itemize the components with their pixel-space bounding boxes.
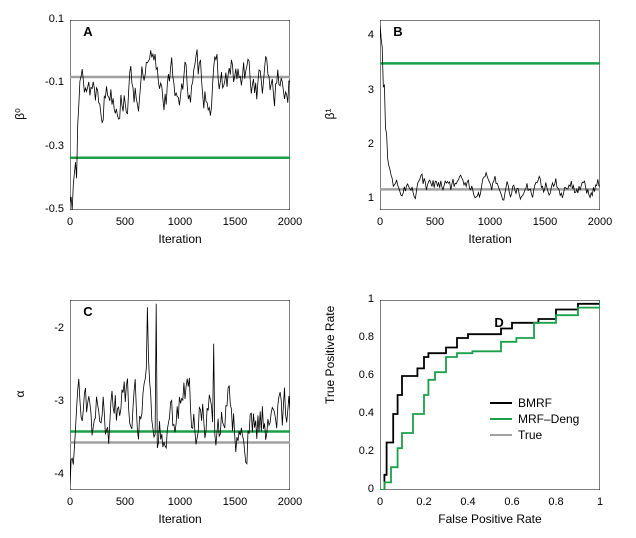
trace-line xyxy=(380,23,600,200)
ytick-label: 2 xyxy=(340,138,374,150)
ytick-label: -2 xyxy=(30,322,64,334)
y-label: True Positive Rate xyxy=(323,384,337,404)
xtick-label: 2000 xyxy=(270,216,310,228)
x-label: False Positive Rate xyxy=(380,512,600,526)
plot-area xyxy=(70,300,290,490)
xtick-label: 0.4 xyxy=(448,496,488,508)
x-label: Iteration xyxy=(380,232,600,246)
legend-swatch xyxy=(490,434,512,436)
panel-letter: A xyxy=(83,24,92,39)
ytick-label: 0 xyxy=(340,483,374,495)
xtick-label: 2000 xyxy=(580,216,620,228)
y-label: α xyxy=(13,384,27,404)
panel-C xyxy=(70,300,290,490)
ytick-label: 4 xyxy=(340,29,374,41)
legend-label: True xyxy=(518,428,542,442)
xtick-label: 0.6 xyxy=(492,496,532,508)
legend-swatch xyxy=(490,418,512,420)
xtick-label: 1000 xyxy=(160,496,200,508)
ytick-label: -4 xyxy=(30,468,64,480)
panel-B xyxy=(380,20,600,210)
plot-area xyxy=(380,20,600,210)
ytick-label: -0.3 xyxy=(30,140,64,152)
xtick-label: 1000 xyxy=(470,216,510,228)
ytick-label: 0.6 xyxy=(340,369,374,381)
xtick-label: 1500 xyxy=(215,216,255,228)
y-label: β¹ xyxy=(323,104,337,124)
y-label: β⁰ xyxy=(13,104,27,124)
ytick-label: 3 xyxy=(340,84,374,96)
xtick-label: 0 xyxy=(360,216,400,228)
panel-letter: D xyxy=(494,315,503,330)
xtick-label: 1500 xyxy=(525,216,565,228)
ytick-label: 0.4 xyxy=(340,407,374,419)
figure-wrap: 0500100015002000-0.5-0.3-0.10.1Iteration… xyxy=(0,0,636,538)
panel-A xyxy=(70,20,290,210)
ytick-label: 0.2 xyxy=(340,445,374,457)
trace-line xyxy=(70,50,290,211)
x-label: Iteration xyxy=(70,512,290,526)
xtick-label: 0.2 xyxy=(404,496,444,508)
ytick-label: 0.8 xyxy=(340,331,374,343)
ytick-label: -0.1 xyxy=(30,76,64,88)
xtick-label: 0 xyxy=(50,496,90,508)
legend-item: MRF–Deng xyxy=(490,411,579,427)
legend-swatch xyxy=(490,402,512,404)
panel-letter: B xyxy=(393,24,402,39)
legend-label: MRF–Deng xyxy=(518,412,579,426)
trace-line xyxy=(70,304,290,490)
xtick-label: 0.8 xyxy=(536,496,576,508)
xtick-label: 500 xyxy=(415,216,455,228)
legend-label: BMRF xyxy=(518,396,552,410)
legend: BMRF MRF–Deng True xyxy=(490,395,579,443)
xtick-label: 1000 xyxy=(160,216,200,228)
xtick-label: 1500 xyxy=(215,496,255,508)
ytick-label: 1 xyxy=(340,192,374,204)
ytick-label: 1 xyxy=(340,293,374,305)
ytick-label: -0.5 xyxy=(30,203,64,215)
plot-area xyxy=(70,20,290,210)
ytick-label: 0.1 xyxy=(30,13,64,25)
xtick-label: 1 xyxy=(580,496,620,508)
x-label: Iteration xyxy=(70,232,290,246)
ytick-label: -3 xyxy=(30,395,64,407)
xtick-label: 0 xyxy=(50,216,90,228)
xtick-label: 2000 xyxy=(270,496,310,508)
legend-item: BMRF xyxy=(490,395,579,411)
panel-letter: C xyxy=(83,304,92,319)
xtick-label: 500 xyxy=(105,496,145,508)
xtick-label: 500 xyxy=(105,216,145,228)
xtick-label: 0 xyxy=(360,496,400,508)
legend-item: True xyxy=(490,427,579,443)
